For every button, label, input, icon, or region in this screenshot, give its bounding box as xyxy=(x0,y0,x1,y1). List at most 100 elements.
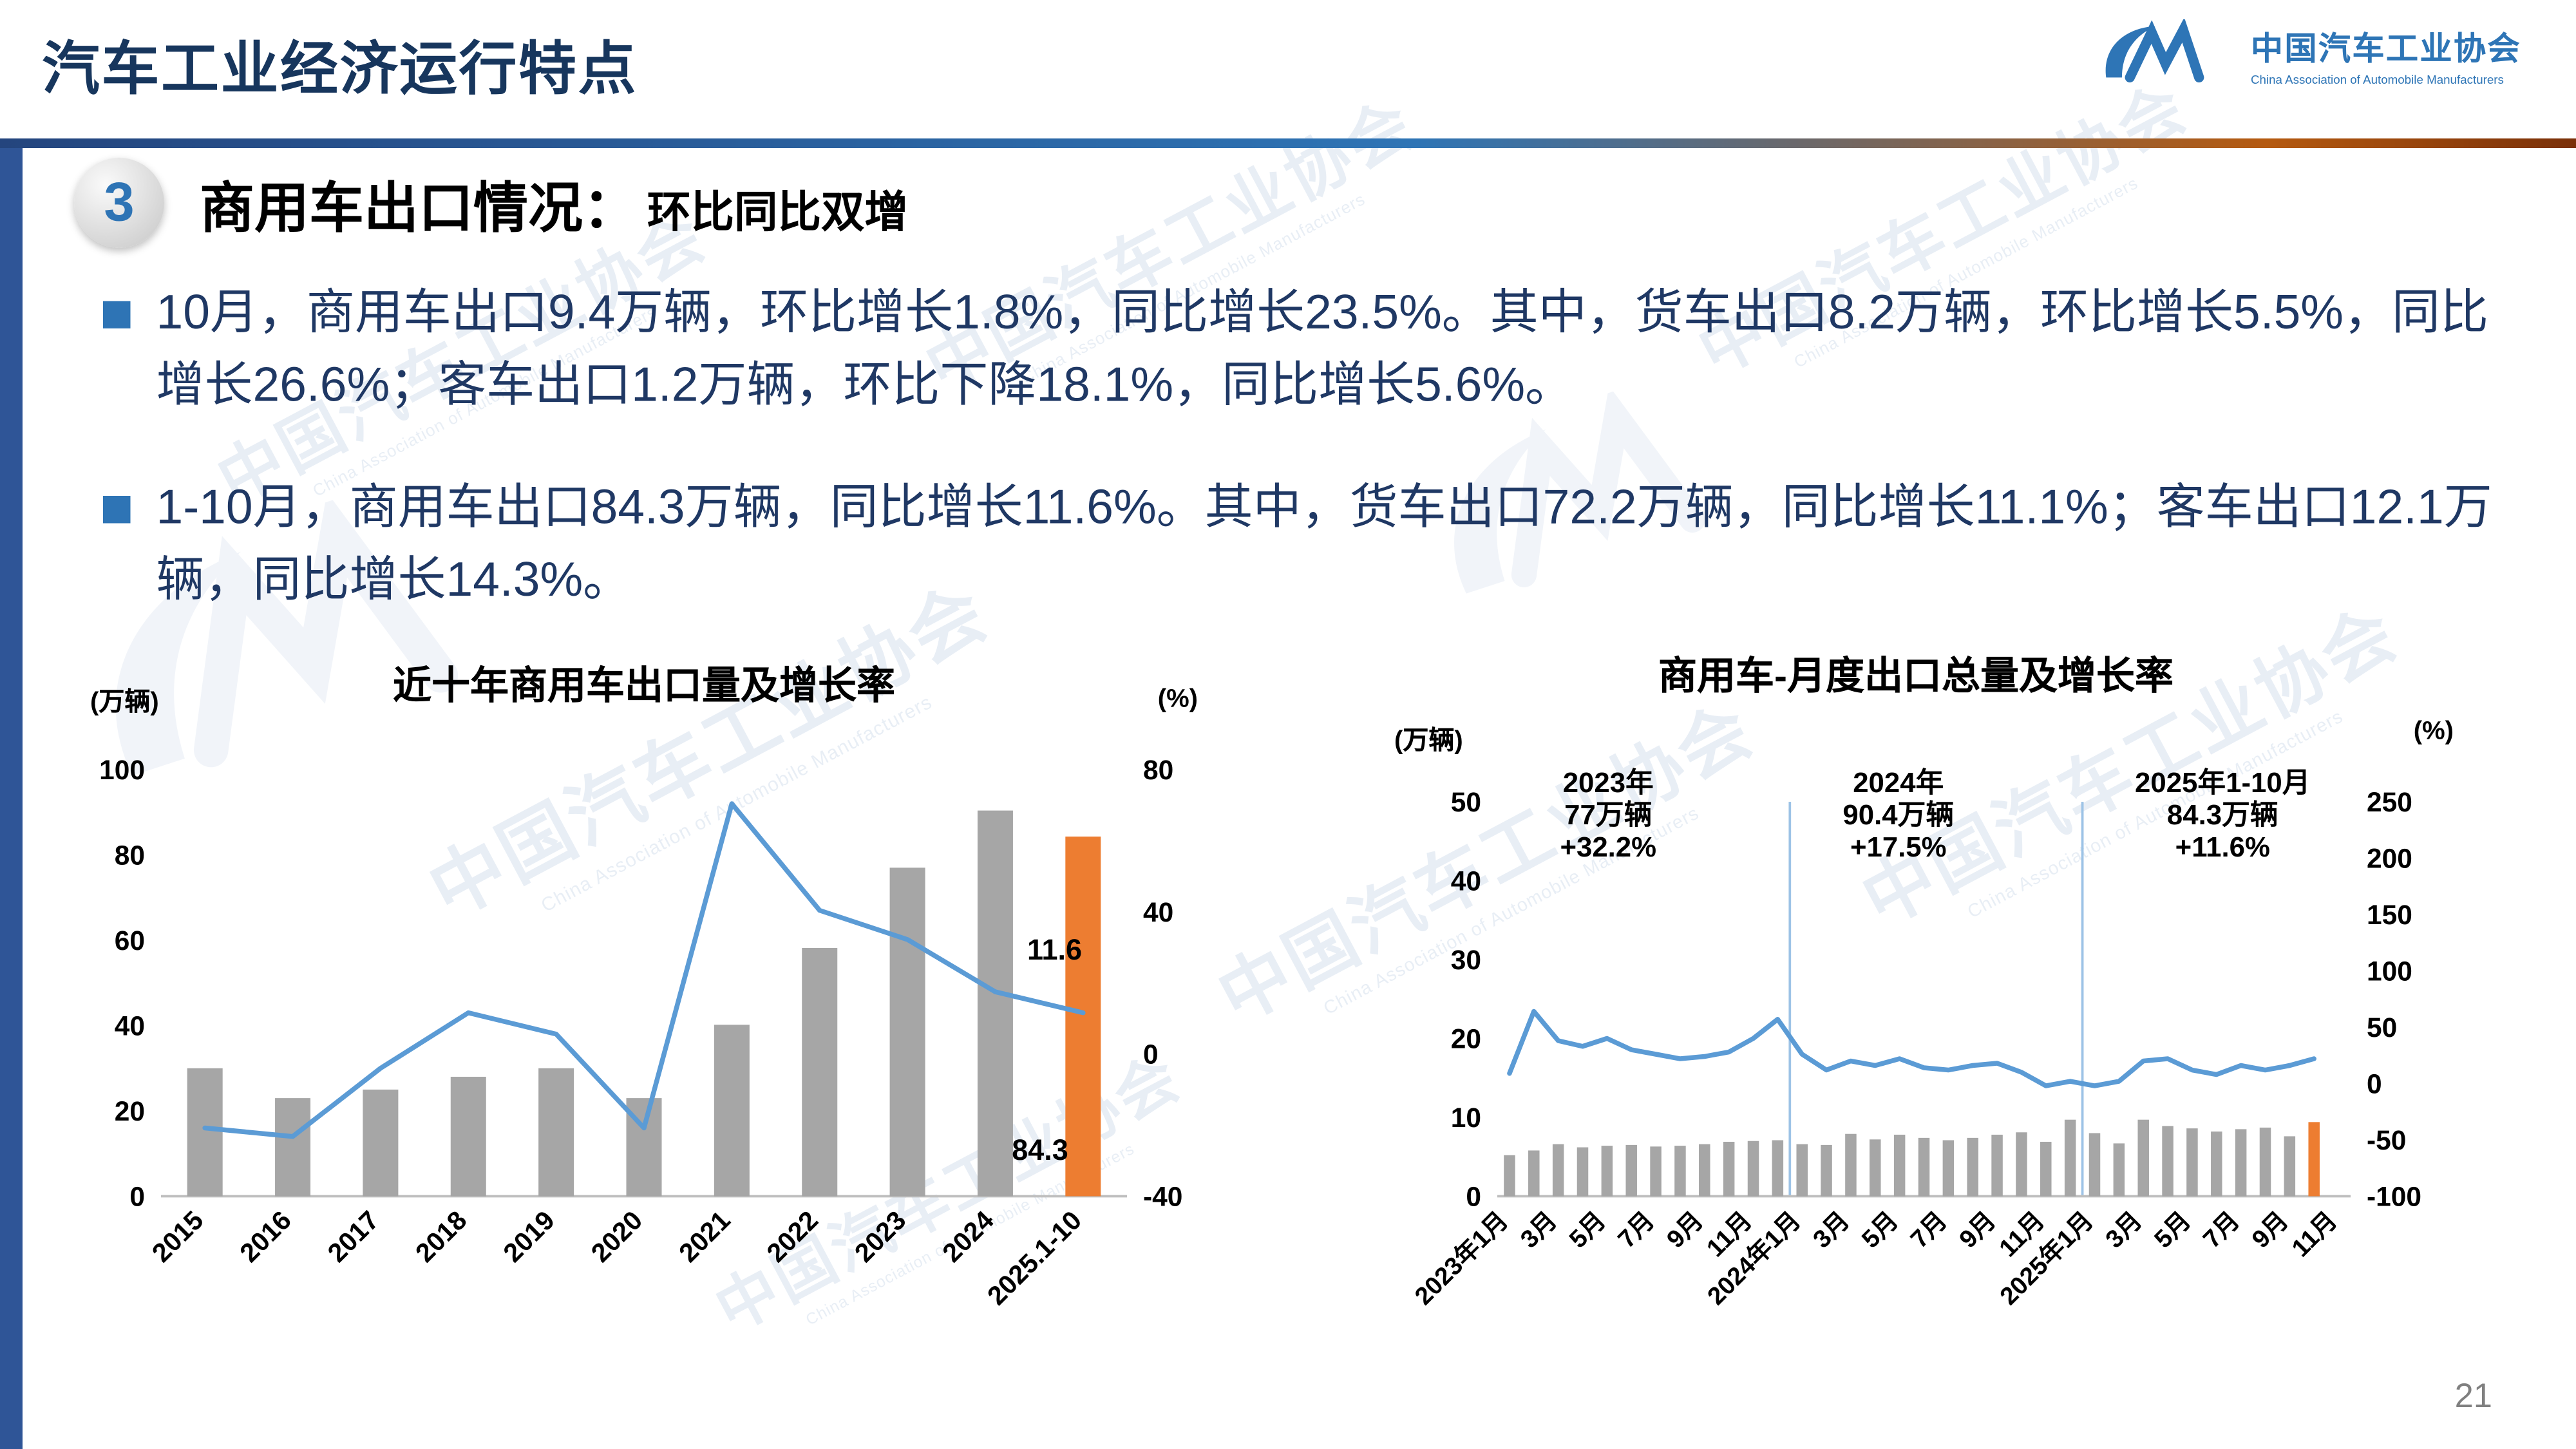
right-axis-tick: -100 xyxy=(2367,1182,2421,1213)
logo-org-cn: 中国汽车工业协会 xyxy=(2251,32,2521,68)
x-axis-label: 2019 xyxy=(498,1205,560,1267)
bar xyxy=(1601,1146,1613,1197)
bar xyxy=(2284,1136,2296,1197)
x-axis-label: 7月 xyxy=(1906,1206,1953,1253)
bar xyxy=(1674,1146,1686,1197)
x-axis-label: 3月 xyxy=(2101,1206,2148,1253)
x-axis-label: 2015 xyxy=(146,1205,209,1267)
bar xyxy=(2113,1143,2125,1197)
section-number-badge: 3 xyxy=(74,158,164,248)
year-summary-annotation: 2024年 90.4万辆+17.5% xyxy=(1842,767,1954,863)
right-axis-tick: -40 xyxy=(1143,1182,1182,1213)
caam-logo: 中国汽车工业协会 China Association of Automobile… xyxy=(2096,19,2521,90)
x-axis-label: 3月 xyxy=(1808,1206,1855,1253)
x-axis-label: 7月 xyxy=(2198,1206,2245,1253)
right-axis-tick: 150 xyxy=(2367,900,2412,931)
right-axis-unit: (%) xyxy=(1157,686,1198,714)
x-axis-label: 5月 xyxy=(1564,1206,1611,1253)
left-axis-unit: (万辆) xyxy=(90,689,159,717)
data-label: 84.3 xyxy=(1012,1133,1068,1166)
x-axis-label: 9月 xyxy=(2247,1206,2294,1253)
bar xyxy=(538,1068,574,1197)
bar xyxy=(2064,1119,2076,1197)
left-axis-tick: 20 xyxy=(1451,1025,1481,1055)
bullet-ytd: 1-10月，商用车出口84.3万辆，同比增长11.6%。其中，货车出口72.2万… xyxy=(103,472,2510,617)
bar xyxy=(1504,1155,1515,1197)
right-axis-unit: (%) xyxy=(2413,718,2454,746)
bar xyxy=(2088,1133,2101,1197)
bullet-square-icon xyxy=(103,496,131,524)
right-axis-tick: 100 xyxy=(2367,957,2412,987)
right-axis-tick: -50 xyxy=(2367,1126,2406,1156)
bar xyxy=(363,1089,399,1197)
right-axis-tick: 40 xyxy=(1143,898,1173,928)
bar xyxy=(2186,1128,2198,1197)
bar xyxy=(1967,1137,1978,1197)
bar xyxy=(1942,1140,1955,1197)
bar xyxy=(1552,1144,1564,1197)
right-axis-tick: 50 xyxy=(2367,1013,2397,1043)
monthly-export-chart: (万辆) 商用车-月度出口总量及增长率 (%) 0 10 20 30 40 50 -100 -… xyxy=(1320,625,2512,1401)
left-axis-tick: 100 xyxy=(99,755,145,786)
monthly-chart-plot: 0 10 20 30 40 50 -100 -50 0 50 100 150 200 250 2023年1月… xyxy=(1410,767,2421,1311)
bar xyxy=(1625,1144,1637,1197)
left-axis-tick: 50 xyxy=(1451,788,1481,818)
data-label: 11.6 xyxy=(1027,933,1082,966)
growth-line xyxy=(202,801,1086,1139)
growth-line xyxy=(1507,1009,2316,1088)
bar xyxy=(1065,837,1101,1197)
x-axis-label: 2017 xyxy=(322,1205,384,1267)
bar xyxy=(977,810,1013,1197)
left-axis-tick: 0 xyxy=(129,1182,145,1213)
bar xyxy=(714,1025,750,1197)
x-axis-label: 5月 xyxy=(1857,1206,1904,1253)
x-axis-label: 7月 xyxy=(1613,1206,1660,1253)
logo-org-en: China Association of Automobile Manufact… xyxy=(2251,72,2504,88)
bar xyxy=(2259,1127,2271,1197)
left-axis-tick: 40 xyxy=(1451,867,1481,897)
left-axis-tick: 10 xyxy=(1451,1103,1481,1133)
right-axis-tick: 80 xyxy=(1143,755,1173,786)
left-axis-tick: 80 xyxy=(115,841,145,871)
x-axis-label: 2025.1-10 xyxy=(981,1205,1087,1311)
bar xyxy=(2211,1132,2222,1197)
bar xyxy=(2308,1122,2320,1197)
bullet-october: 10月，商用车出口9.4万辆，环比增长1.8%，同比增长23.5%。其中，货车出… xyxy=(103,277,2510,422)
right-axis-tick: 200 xyxy=(2367,844,2412,875)
x-axis-label: 9月 xyxy=(1954,1206,2001,1253)
monthly-chart-title: 商用车-月度出口总量及增长率 xyxy=(1658,655,2174,699)
bar xyxy=(2162,1126,2174,1197)
bar xyxy=(1650,1146,1662,1197)
left-axis-tick: 20 xyxy=(115,1097,145,1127)
page-number: 21 xyxy=(2454,1378,2492,1416)
x-axis-label: 2022 xyxy=(761,1205,824,1267)
left-axis-tick: 0 xyxy=(1466,1182,1481,1213)
bar xyxy=(1870,1139,1881,1197)
x-axis-label: 2021 xyxy=(673,1205,735,1267)
annual-chart-title: 近十年商用车出口量及增长率 xyxy=(393,665,895,709)
bar xyxy=(1991,1134,2003,1197)
bar xyxy=(1772,1140,1784,1197)
bullet-october-text: 10月，商用车出口9.4万辆，环比增长1.8%，同比增长23.5%。其中，货车出… xyxy=(156,287,2489,412)
right-axis-tick: 250 xyxy=(2367,788,2412,818)
bar xyxy=(1699,1144,1710,1197)
left-accent-bar xyxy=(0,148,23,1449)
annual-export-chart: (万辆) 近十年商用车出口量及增长率 (%) 0 20 40 60 80 100 -40 0 4… xyxy=(64,641,1224,1397)
left-axis-unit: (万辆) xyxy=(1394,728,1463,755)
section-subtitle: 环比同比双增 xyxy=(647,187,908,236)
year-summary-annotation: 2023年 77万辆+32.2% xyxy=(1560,767,1656,863)
bar xyxy=(187,1068,223,1197)
annual-chart-plot: 0 20 40 60 80 100 -40 0 40 80 2015 2016 2017 2018 2019… xyxy=(99,755,1182,1311)
bullet-square-icon xyxy=(103,301,131,328)
x-axis-label: 2018 xyxy=(410,1205,472,1267)
x-axis-label: 2016 xyxy=(234,1205,296,1267)
bar xyxy=(275,1098,311,1197)
bar xyxy=(1845,1133,1857,1197)
x-axis-label: 2024 xyxy=(936,1205,999,1267)
bar xyxy=(2016,1132,2027,1197)
section-heading: 3 商用车出口情况： 环比同比双增 xyxy=(74,158,908,248)
left-axis-tick: 30 xyxy=(1451,945,1481,976)
bar xyxy=(802,947,838,1197)
x-axis-label: 3月 xyxy=(1515,1206,1562,1253)
bar xyxy=(1918,1137,1930,1197)
